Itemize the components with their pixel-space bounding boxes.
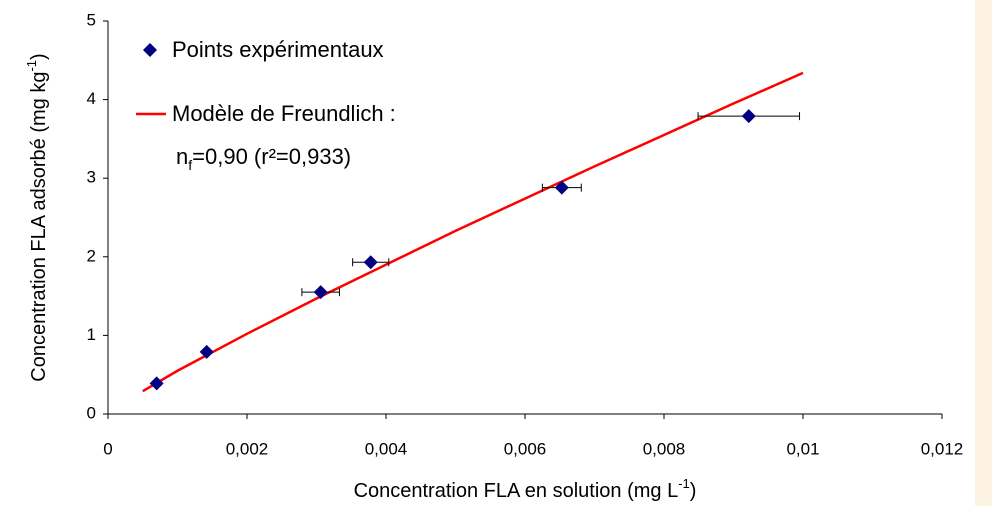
y-axis-label-part: ) xyxy=(28,53,50,60)
x-tick-label: 0,006 xyxy=(504,439,547,458)
y-axis-label-part: Concentration FLA adsorbé (mg kg xyxy=(28,72,50,382)
annotation-part: f xyxy=(188,157,192,173)
x-tick-label: 0,01 xyxy=(786,439,819,458)
x-axis-label-part: Concentration FLA en solution (mg L xyxy=(354,480,679,502)
point xyxy=(363,255,378,270)
legend-label: Points expérimentaux xyxy=(172,37,384,62)
annotation: nf=0,90 (r²=0,933) xyxy=(176,144,351,173)
x-tick-label: 0,002 xyxy=(226,439,269,458)
x-tick-label: 0 xyxy=(103,439,112,458)
y-axis-label-part: -1 xyxy=(24,60,39,72)
point xyxy=(313,285,328,300)
y-tick-label: 3 xyxy=(87,168,96,187)
y-tick-label: 2 xyxy=(87,246,96,265)
y-tick-label: 4 xyxy=(87,89,96,108)
model-line xyxy=(142,71,804,393)
point xyxy=(199,344,214,359)
x-axis-label: Concentration FLA en solution (mg L-1) xyxy=(354,476,697,502)
legend-marker xyxy=(143,43,157,57)
annotation-part: =0,90 (r²=0,933) xyxy=(192,144,351,169)
y-tick-label: 5 xyxy=(87,10,96,29)
point xyxy=(741,109,756,124)
legend-label: Modèle de Freundlich : xyxy=(172,101,396,126)
annotation-part: n xyxy=(176,144,188,169)
x-tick-label: 0,012 xyxy=(921,439,964,458)
x-tick-label: 0,008 xyxy=(643,439,686,458)
x-axis-label-part: ) xyxy=(690,480,697,502)
x-axis-label-part: -1 xyxy=(678,476,690,491)
y-axis-label: Concentration FLA adsorbé (mg kg-1) xyxy=(24,53,50,381)
point xyxy=(554,180,569,195)
x-tick-label: 0,004 xyxy=(365,439,408,458)
y-tick-label: 0 xyxy=(87,403,96,422)
y-tick-label: 1 xyxy=(87,325,96,344)
point xyxy=(149,376,164,391)
